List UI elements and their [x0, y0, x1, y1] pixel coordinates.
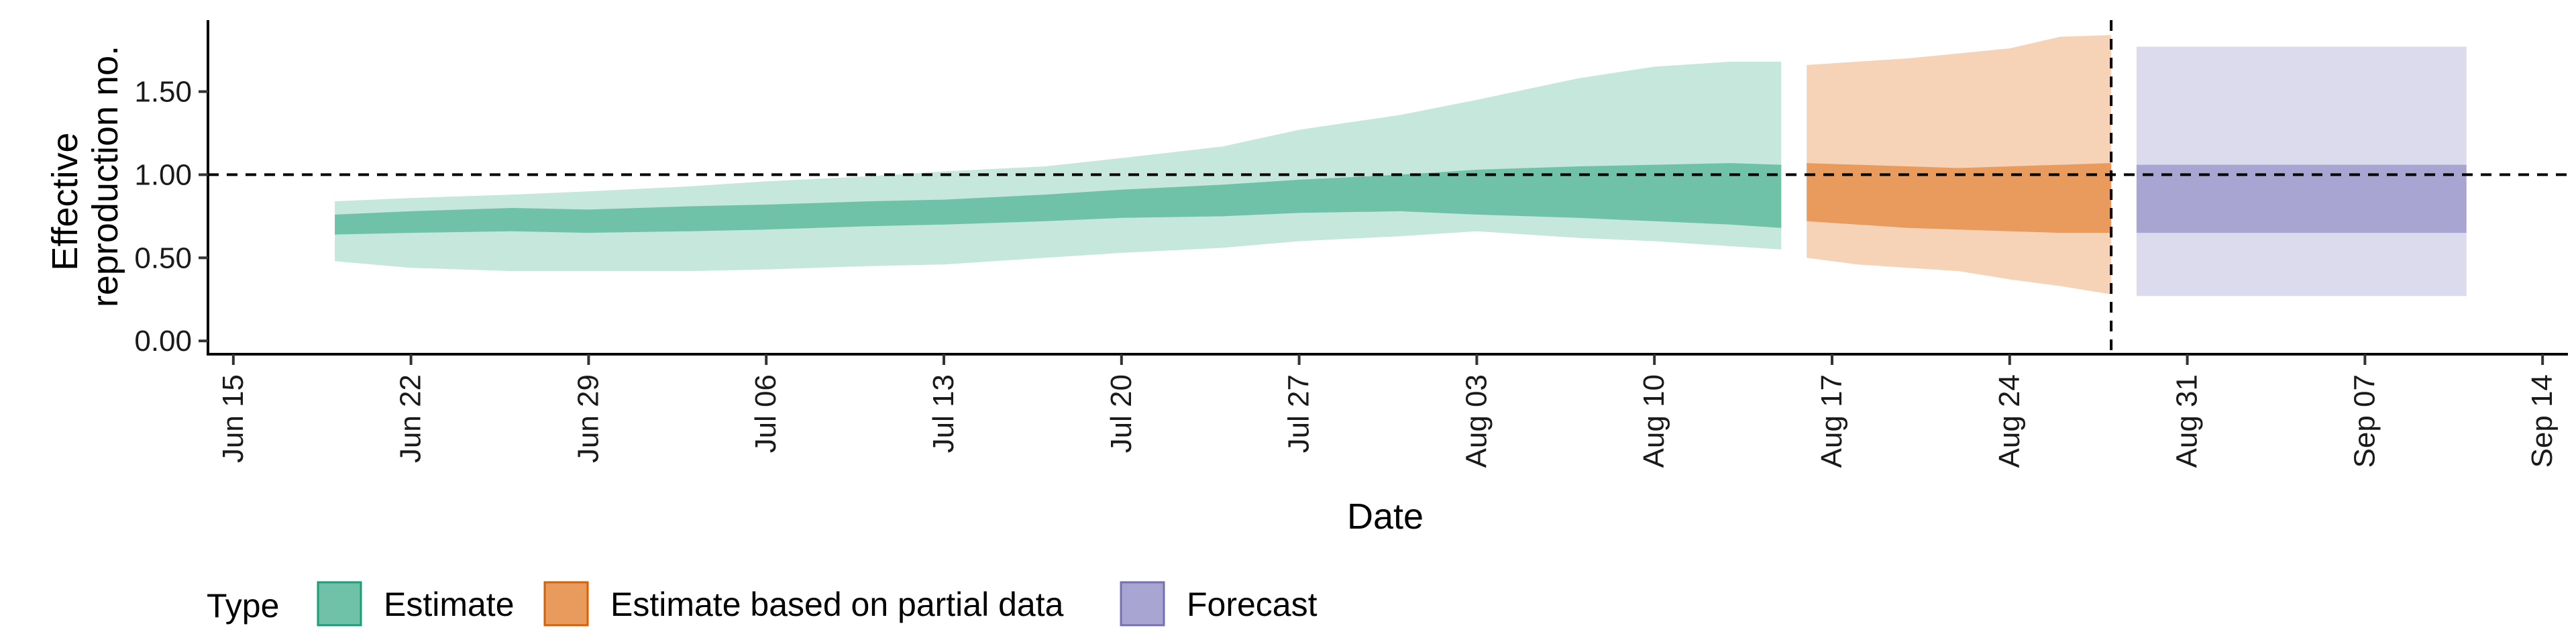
x-axis-title: Date — [1347, 496, 1424, 537]
y-tick-label: 1.00 — [134, 158, 192, 191]
axes — [207, 20, 2568, 356]
band-outer-estimate — [335, 61, 1782, 272]
x-tick-label: Jul 20 — [1105, 374, 1138, 453]
x-tick-label: Aug 17 — [1815, 374, 1848, 468]
legend-key-forecast — [1120, 581, 1165, 627]
legend-label-estimate: Estimate — [384, 586, 515, 623]
y-axis-title-line-2: reproduction no. — [85, 46, 125, 307]
y-tick-label: 0.50 — [134, 241, 192, 274]
x-tick-label: Jun 15 — [217, 374, 250, 463]
x-tick-label: Jul 27 — [1283, 374, 1316, 453]
legend-label-forecast: Forecast — [1187, 586, 1318, 623]
x-tick-label: Jun 22 — [394, 374, 427, 463]
x-tick-label: Jul 06 — [749, 374, 782, 453]
legend-title: Type — [207, 587, 279, 625]
legend-label-partial: Estimate based on partial data — [610, 586, 1064, 623]
y-tick-label: 0.00 — [134, 325, 192, 358]
x-tick-label: Aug 10 — [1638, 374, 1670, 468]
x-tick-label: Jul 13 — [927, 374, 960, 453]
y-axis-title: Effective reproduction no. — [45, 46, 125, 307]
band-inner-forecast — [2136, 164, 2467, 233]
legend-key-estimate — [317, 581, 362, 627]
x-tick-label: Aug 03 — [1460, 374, 1493, 468]
x-tick-label: Jun 29 — [572, 374, 604, 463]
band-inner-estimate — [335, 163, 1782, 235]
band-inner-estimate-based-on-partial-data — [1807, 163, 2112, 233]
x-tick-label: Aug 31 — [2171, 374, 2204, 468]
y-tick-label: 1.50 — [134, 76, 192, 109]
band-layer — [335, 35, 2467, 297]
tick-layer: 0.00 0.50 1.00 1.50 Jun 15 Jun 22 Jun 29 Jul 06… — [134, 76, 2559, 468]
x-tick-label: Sep 07 — [2348, 374, 2381, 468]
y-axis-title-line-1: Effective — [45, 132, 85, 270]
x-tick-label: Sep 14 — [2526, 374, 2559, 468]
legend: Type Estimate Estimate based on partial … — [207, 581, 1318, 627]
legend-key-partial — [543, 581, 589, 627]
x-tick-label: Aug 24 — [1993, 374, 2026, 468]
